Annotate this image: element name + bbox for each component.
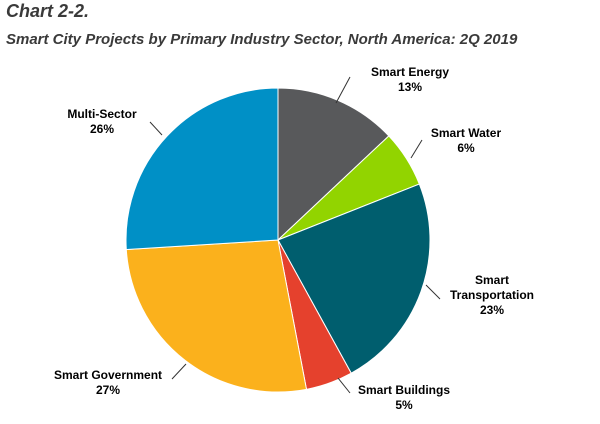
leader-line bbox=[337, 377, 351, 394]
leader-line bbox=[410, 139, 423, 159]
slice-label: Smart Energy 13% bbox=[371, 65, 449, 94]
leader-line bbox=[335, 76, 351, 104]
pie-slice-smart-government bbox=[125, 239, 308, 393]
pie-slice-multi-sector bbox=[125, 87, 279, 251]
slice-label: Smart Government 27% bbox=[54, 368, 162, 397]
chart-title: Smart City Projects by Primary Industry … bbox=[6, 31, 518, 48]
slice-label: Smart Water 6% bbox=[431, 126, 502, 155]
slice-label: Multi-Sector 26% bbox=[67, 107, 137, 136]
leader-line bbox=[171, 363, 187, 380]
pie-slice-smart-transportation bbox=[277, 183, 431, 374]
chart-number: Chart 2-2. bbox=[6, 1, 90, 21]
leader-line bbox=[425, 284, 441, 300]
slice-label: Smart Transportation 23% bbox=[450, 273, 534, 317]
leader-line bbox=[149, 121, 163, 136]
slice-label: Smart Buildings 5% bbox=[358, 383, 450, 412]
pie-slice-smart-energy bbox=[277, 87, 390, 242]
